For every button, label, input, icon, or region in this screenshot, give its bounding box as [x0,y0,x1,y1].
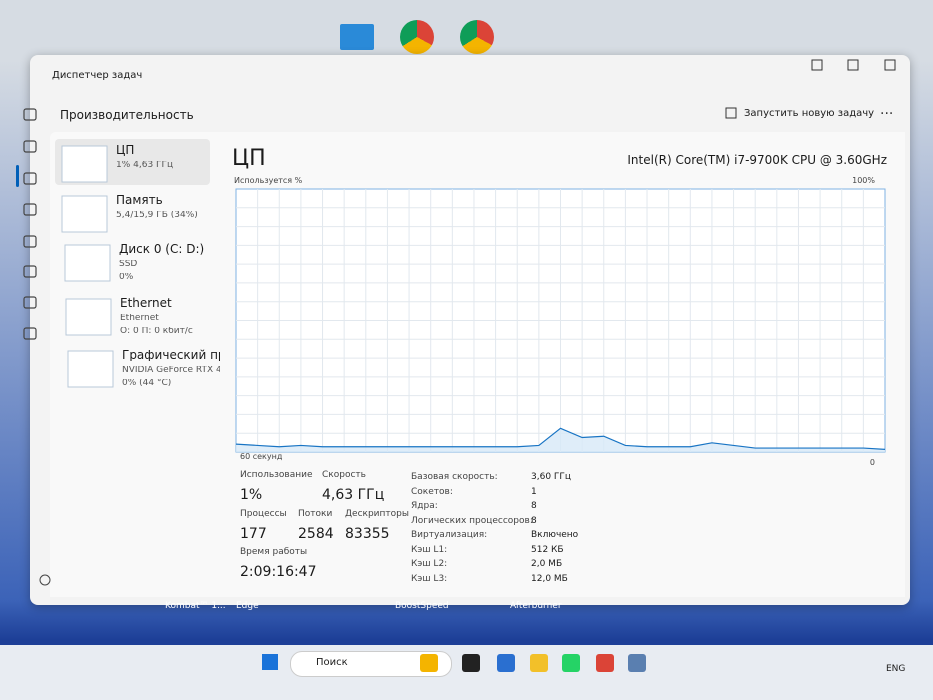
item-detail: Ethernet [120,314,159,323]
detail-label: Виртуализация: [411,530,488,540]
item-detail: SSD [119,260,138,269]
item-detail: NVIDIA GeForce RTX 40 [122,366,220,375]
desktop-icon[interactable] [460,20,494,54]
nav-icon[interactable] [23,265,37,278]
detail-label: Кэш L3: [411,573,448,584]
more-button: ··· [880,106,893,122]
desktop-icon[interactable] [340,24,374,50]
taskbar-app[interactable] [420,654,438,672]
item-thumbnail [64,244,111,282]
cpu-line [235,427,886,450]
shortcut-label[interactable]: BoostSpeed [395,601,449,611]
detail-value: 8 [531,515,537,526]
search-text[interactable]: Поиск [316,657,348,668]
stat-value: 83355 [345,526,390,542]
desktop-icon[interactable] [400,20,434,54]
detail-label: Кэш L1: [411,544,448,555]
graph-label: 60 секунд [240,452,283,461]
detail-label: Логических процессоров: [411,515,533,526]
item-name[interactable]: Память [116,194,163,206]
nav-icon[interactable] [23,108,37,121]
item-detail: 5,4/15,9 ГБ (34%) [116,211,198,220]
stat-label: Дескрипторы [345,509,409,519]
taskbar-app[interactable] [628,654,646,672]
item-name[interactable]: Ethernet [120,297,172,309]
section-title: Производительность [60,108,194,122]
detail-label: Кэш L2: [411,559,448,569]
y-tick-label: 100% [852,176,875,185]
taskbar-app[interactable] [530,654,548,672]
taskbar-app[interactable] [462,654,480,672]
detail-label: Сокетов: [411,486,453,497]
shortcut-label[interactable]: Kombat™ 1... [165,601,226,611]
detail-label: Базовая скорость: [411,472,498,482]
detail-value: 12,0 МБ [531,573,568,584]
settings-icon[interactable] [39,574,51,586]
item-name[interactable]: Графический про [122,349,220,361]
cpu-area [236,428,885,452]
detail-value: Включено [531,530,579,540]
stat-label: Использование [240,470,313,480]
taskbar-app[interactable] [562,654,580,672]
new-task-icon [725,107,737,119]
nav-icon[interactable] [23,296,37,309]
detail-value: 2,0 МБ [531,559,563,569]
stat-label: Процессы [240,509,287,519]
nav-icon[interactable] [23,203,37,216]
nav-strip [16,165,19,187]
detail-label: Ядра: [411,501,438,511]
stat-label: Время работы [240,547,308,557]
item-thumbnail [67,350,114,388]
taskbar-app[interactable] [596,654,614,672]
stat-label: Скорость [322,470,366,480]
item-name[interactable]: ЦП [116,144,135,156]
new-task-button[interactable]: Запустить новую задачу [744,108,875,119]
detail-value: 1 [531,486,537,497]
shortcut-label[interactable]: Afterburner [510,601,562,611]
wc-min[interactable] [811,59,823,71]
start-button[interactable] [262,654,278,670]
item-detail: О: 0 П: 0 кбит/с [120,327,193,336]
wc-close[interactable] [884,59,896,71]
stat-value: 1% [240,487,263,503]
detail-value: 3,60 ГГц [531,472,572,482]
item-thumbnail [61,195,108,233]
panel-title: ЦП [232,146,266,171]
detail-value: 512 КБ [531,544,564,555]
y-tick-label: 0 [869,458,875,467]
cpu-model: Intel(R) Core(TM) i7-9700K CPU @ 3.60GHz [627,153,887,167]
stat-label: Потоки [298,509,333,519]
item-thumbnail [65,298,112,336]
item-detail: 0% [119,273,134,282]
nav-icon[interactable] [23,235,37,248]
language-indicator[interactable]: ENG [886,664,906,674]
graph-label: Используется % [234,176,303,185]
nav-icon[interactable] [23,172,37,185]
nav-icon[interactable] [23,327,37,340]
detail-value: 8 [531,501,537,511]
shortcut-label[interactable]: Edge [236,601,259,611]
item-detail: 0% (44 °C) [122,379,172,388]
stat-value: 2584 [298,526,334,542]
item-name[interactable]: Диск 0 (C: D:) [119,243,205,255]
taskbar-app[interactable] [497,654,515,672]
item-thumbnail [61,145,108,183]
stat-value: 2:09:16:47 [240,564,317,580]
stat-value: 177 [240,526,267,542]
wc-max[interactable] [847,59,859,71]
item-detail: 1% 4,63 ГГц [116,161,174,170]
window-title: Диспетчер задач [52,70,143,81]
nav-icon[interactable] [23,140,37,153]
stat-value: 4,63 ГГц [322,487,385,503]
